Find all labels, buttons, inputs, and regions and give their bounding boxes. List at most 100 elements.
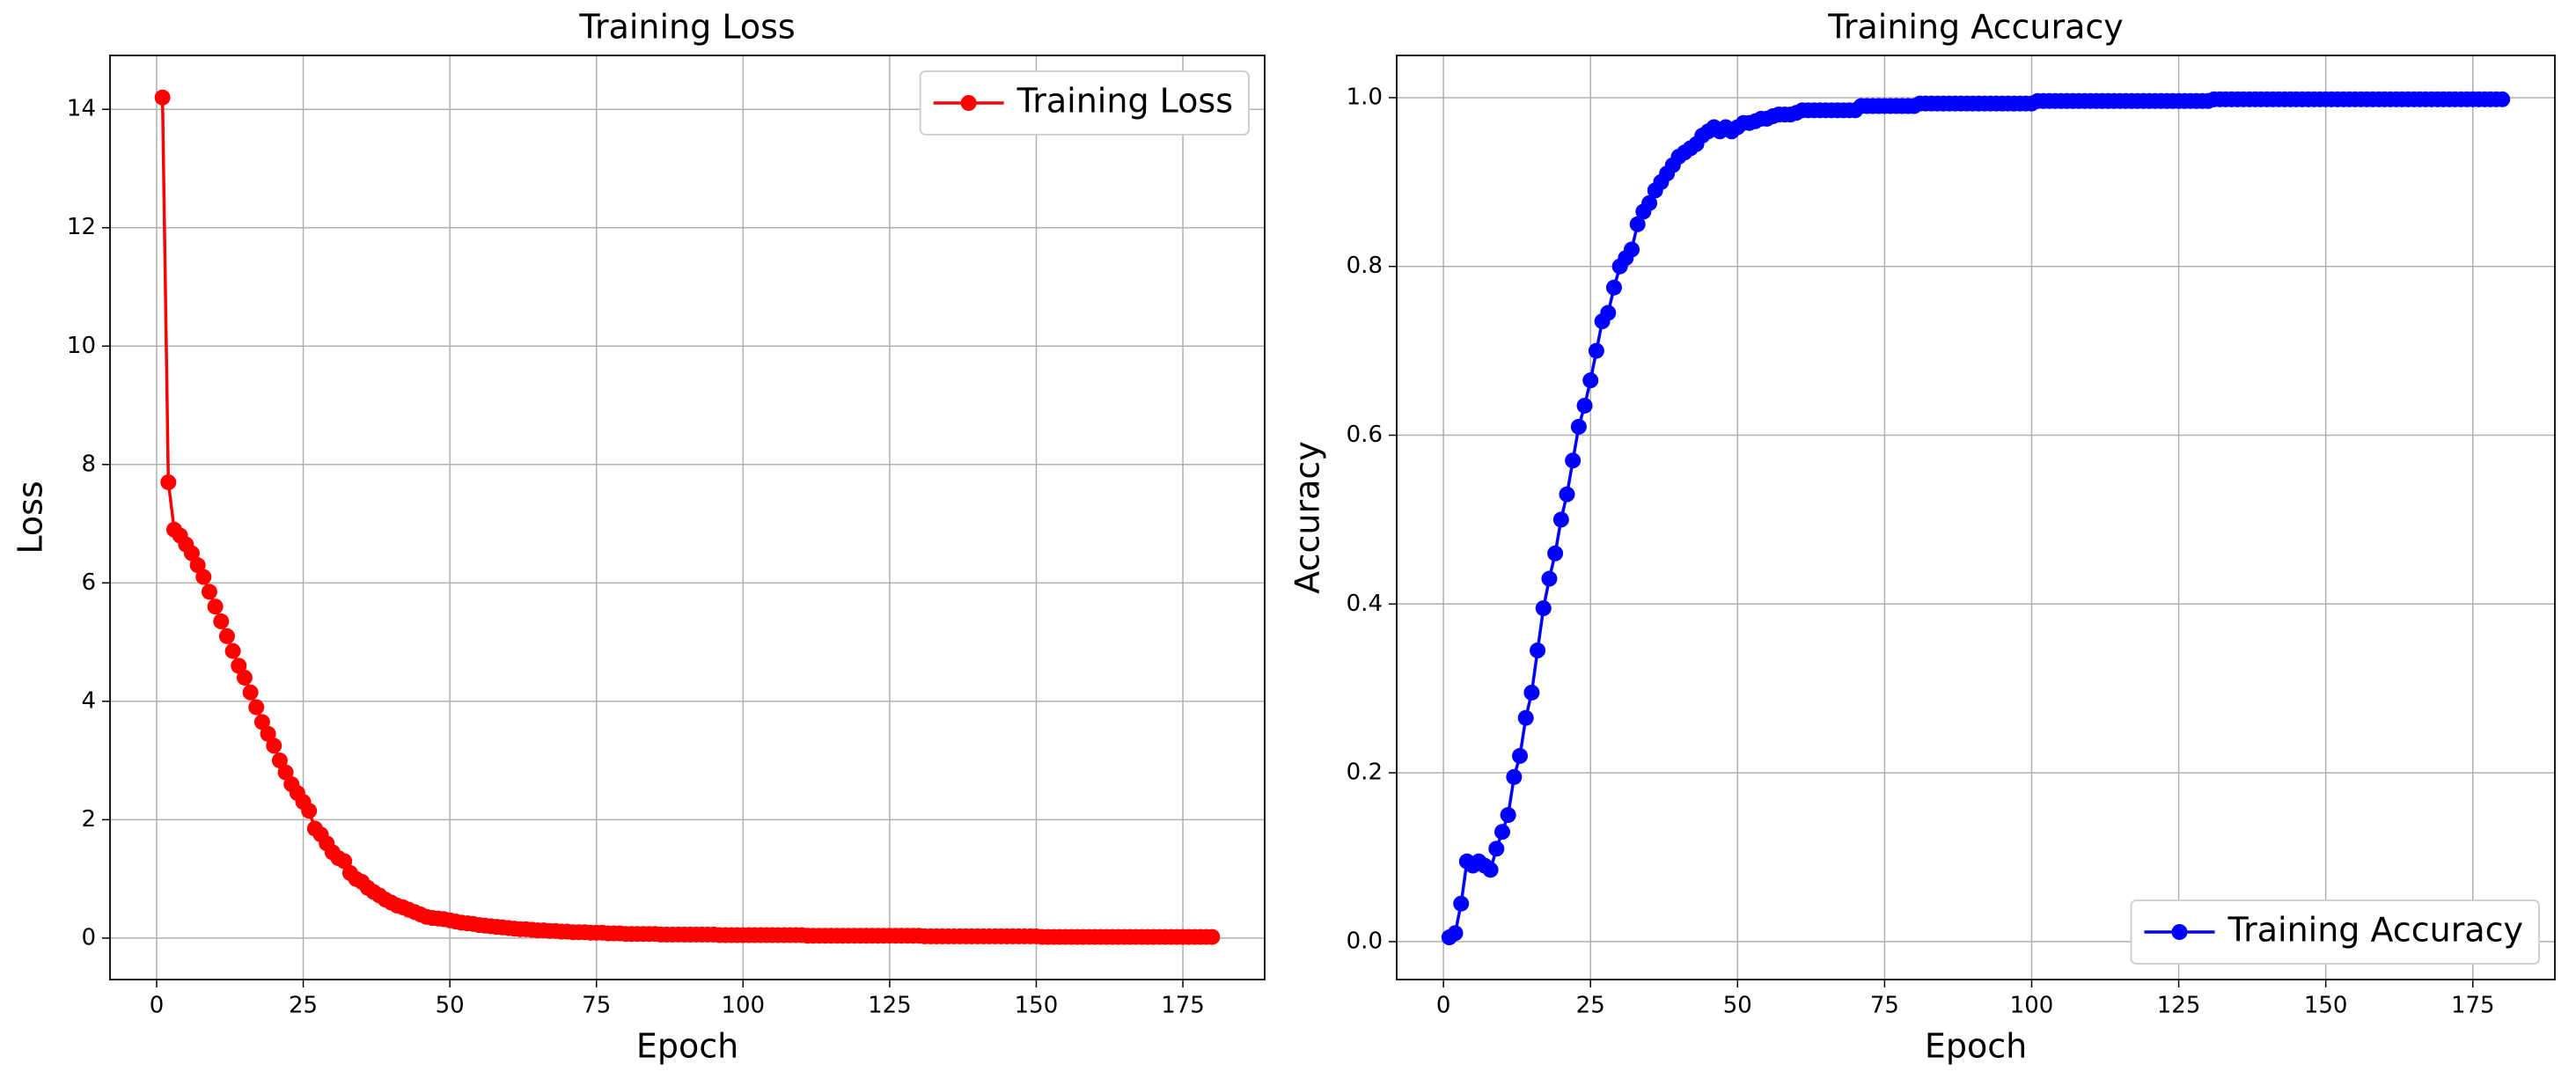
y-tick-label: 0 — [81, 924, 96, 951]
axes-frame — [109, 55, 1266, 980]
marker — [1570, 418, 1587, 435]
x-tick-label: 100 — [721, 993, 765, 1019]
y-tick-label: 0.6 — [1347, 422, 1383, 448]
legend-label: Training Accuracy — [2227, 911, 2523, 950]
x-tick-label: 50 — [1723, 993, 1752, 1019]
marker — [1576, 397, 1593, 414]
y-tick-label: 6 — [81, 569, 96, 596]
marker — [1641, 195, 1658, 211]
x-tick-label: 125 — [868, 993, 912, 1019]
marker — [1523, 684, 1540, 701]
legend-box — [919, 70, 1250, 136]
legend-box — [2130, 899, 2540, 965]
y-tick-label: 14 — [67, 96, 96, 122]
marker — [201, 584, 217, 600]
series — [154, 89, 1221, 945]
marker — [1482, 862, 1499, 878]
marker — [231, 657, 247, 674]
legend-marker — [2171, 924, 2188, 940]
y-tick-label: 1.0 — [1347, 84, 1383, 110]
marker — [1535, 600, 1552, 617]
marker — [1629, 216, 1646, 232]
marker — [1493, 824, 1510, 840]
marker — [183, 545, 200, 562]
marker — [1552, 511, 1569, 528]
marker — [236, 669, 253, 686]
x-tick-label: 100 — [2010, 993, 2054, 1019]
y-tick-label: 10 — [67, 333, 96, 359]
marker — [277, 764, 294, 781]
marker — [266, 738, 283, 754]
marker — [1588, 342, 1604, 359]
marker — [1447, 925, 1464, 942]
x-tick-label: 125 — [2157, 993, 2201, 1019]
chart-title: Training Loss — [578, 8, 795, 47]
marker — [1547, 545, 1564, 562]
marker — [1488, 840, 1505, 857]
marker — [1500, 807, 1516, 824]
x-axis-label: Epoch — [636, 1027, 738, 1066]
y-axis-label: Loss — [11, 481, 50, 554]
marker — [1530, 642, 1546, 659]
y-tick-label: 12 — [67, 214, 96, 240]
y-tick-label: 2 — [81, 806, 96, 833]
marker — [218, 628, 235, 644]
marker — [207, 598, 224, 615]
x-tick-label: 25 — [1576, 993, 1605, 1019]
marker — [154, 89, 171, 106]
marker — [248, 699, 265, 716]
marker — [1453, 895, 1470, 912]
marker — [301, 803, 318, 819]
marker — [2494, 91, 2511, 107]
y-tick-label: 4 — [81, 687, 96, 714]
marker — [1582, 372, 1599, 389]
marker — [260, 725, 276, 742]
series — [1441, 91, 2511, 946]
axes-frame — [1396, 55, 2556, 980]
marker — [189, 557, 206, 574]
marker — [1506, 768, 1523, 785]
marker — [336, 853, 353, 870]
marker — [195, 569, 212, 585]
marker — [271, 752, 288, 769]
marker — [1605, 279, 1622, 296]
x-tick-label: 175 — [2451, 993, 2495, 1019]
marker — [1559, 486, 1575, 503]
x-tick-label: 25 — [289, 993, 318, 1019]
y-tick-label: 8 — [81, 451, 96, 477]
x-tick-label: 150 — [2304, 993, 2348, 1019]
y-tick-label: 0.0 — [1347, 928, 1383, 954]
marker — [160, 473, 177, 490]
marker — [1204, 929, 1221, 945]
marker — [1517, 709, 1534, 726]
marker — [1565, 452, 1582, 469]
x-tick-label: 175 — [1161, 993, 1205, 1019]
x-axis-label: Epoch — [1925, 1027, 2027, 1066]
marker — [224, 642, 241, 659]
y-tick-label: 0.4 — [1347, 591, 1383, 617]
plot-area — [1397, 55, 2555, 980]
marker — [1600, 305, 1617, 321]
marker — [213, 613, 230, 630]
marker — [1541, 570, 1558, 587]
y-tick-label: 0.8 — [1347, 253, 1383, 279]
x-tick-label: 75 — [582, 993, 611, 1019]
y-tick-label: 0.2 — [1347, 760, 1383, 786]
x-tick-label: 75 — [1870, 993, 1899, 1019]
y-axis-label: Accuracy — [1288, 441, 1327, 594]
legend: Training Accuracy — [2130, 899, 2540, 965]
marker — [253, 714, 270, 730]
legend-marker — [960, 95, 977, 111]
plot-area — [110, 55, 1265, 980]
chart-title: Training Accuracy — [1827, 8, 2124, 47]
x-tick-label: 50 — [436, 993, 465, 1019]
marker — [242, 684, 259, 701]
legend-label: Training Loss — [1016, 82, 1233, 121]
x-tick-label: 0 — [150, 993, 165, 1019]
x-tick-label: 0 — [1436, 993, 1451, 1019]
x-tick-label: 150 — [1015, 993, 1059, 1019]
marker — [1624, 241, 1640, 258]
marker — [1512, 747, 1529, 764]
